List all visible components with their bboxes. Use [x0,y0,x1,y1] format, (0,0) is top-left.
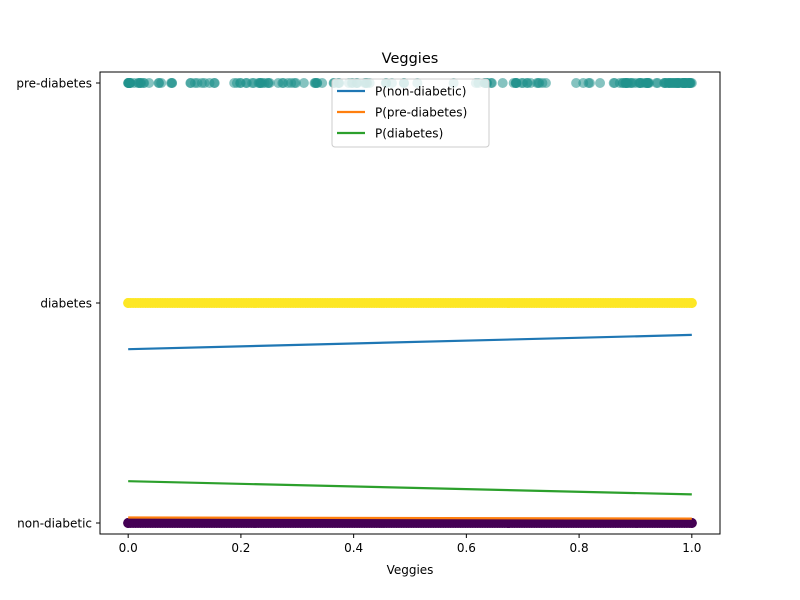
y-tick-label: non-diabetic [17,517,92,531]
scatter-point [185,78,196,88]
legend-label: P(pre-diabetes) [375,106,467,120]
scatter-group-diabetes [123,298,697,308]
y-tick-label: diabetes [40,297,92,311]
legend-label: P(non-diabetic) [375,85,466,99]
scatter-point [571,78,582,88]
legend-label: P(diabetes) [375,127,443,141]
scatter-point [139,78,150,88]
scatter-point [595,78,606,88]
scatter-point [154,78,165,88]
scatter-point [166,78,177,88]
chart-title: Veggies [382,51,439,67]
scatter-point [298,78,309,88]
scatter-point [685,78,696,88]
x-tick-label: 0.2 [231,541,250,555]
legend: P(non-diabetic) P(pre-diabetes) P(diabetes… [331,78,490,148]
scatter-point [255,78,266,88]
series-line-P(non-diabetic) [128,333,692,351]
scatter-point [235,78,246,88]
y-axis-ticks: non-diabetic diabetes pre-diabetes [16,77,100,531]
scatter-point [531,78,542,88]
x-tick-label: 0.8 [570,541,589,555]
scatter-point [510,78,521,88]
scatter-point [199,78,210,88]
legend-box [331,78,490,148]
scatter-group-non-diabetic [123,518,697,528]
x-axis-label: Veggies [387,563,434,577]
x-tick-label: 0.6 [457,541,476,555]
scatter-point [686,518,697,528]
scatter-point [584,78,595,88]
scatter-point [312,78,323,88]
scatter-point [677,78,688,88]
scatter-point [518,78,529,88]
scatter-point [670,78,681,88]
scatter-point [640,78,651,88]
series-line-P(diabetes) [128,480,692,496]
probability-lines [128,333,692,520]
scatter-point [123,78,134,88]
scatter-point [659,78,670,88]
scatter-point [263,78,274,88]
x-tick-label: 0.4 [344,541,363,555]
scatter-point [614,78,625,88]
scatter-layer [123,78,697,528]
scatter-point [273,78,284,88]
scatter-point [497,78,508,88]
scatter-point [623,78,634,88]
scatter-point [686,298,697,308]
x-tick-label: 1.0 [682,541,701,555]
x-axis-ticks: 0.0 0.2 0.4 0.6 0.8 1.0 [119,534,701,555]
y-tick-label: pre-diabetes [16,77,92,91]
series-line-P(pre-diabetes) [128,516,692,520]
x-tick-label: 0.0 [119,541,138,555]
